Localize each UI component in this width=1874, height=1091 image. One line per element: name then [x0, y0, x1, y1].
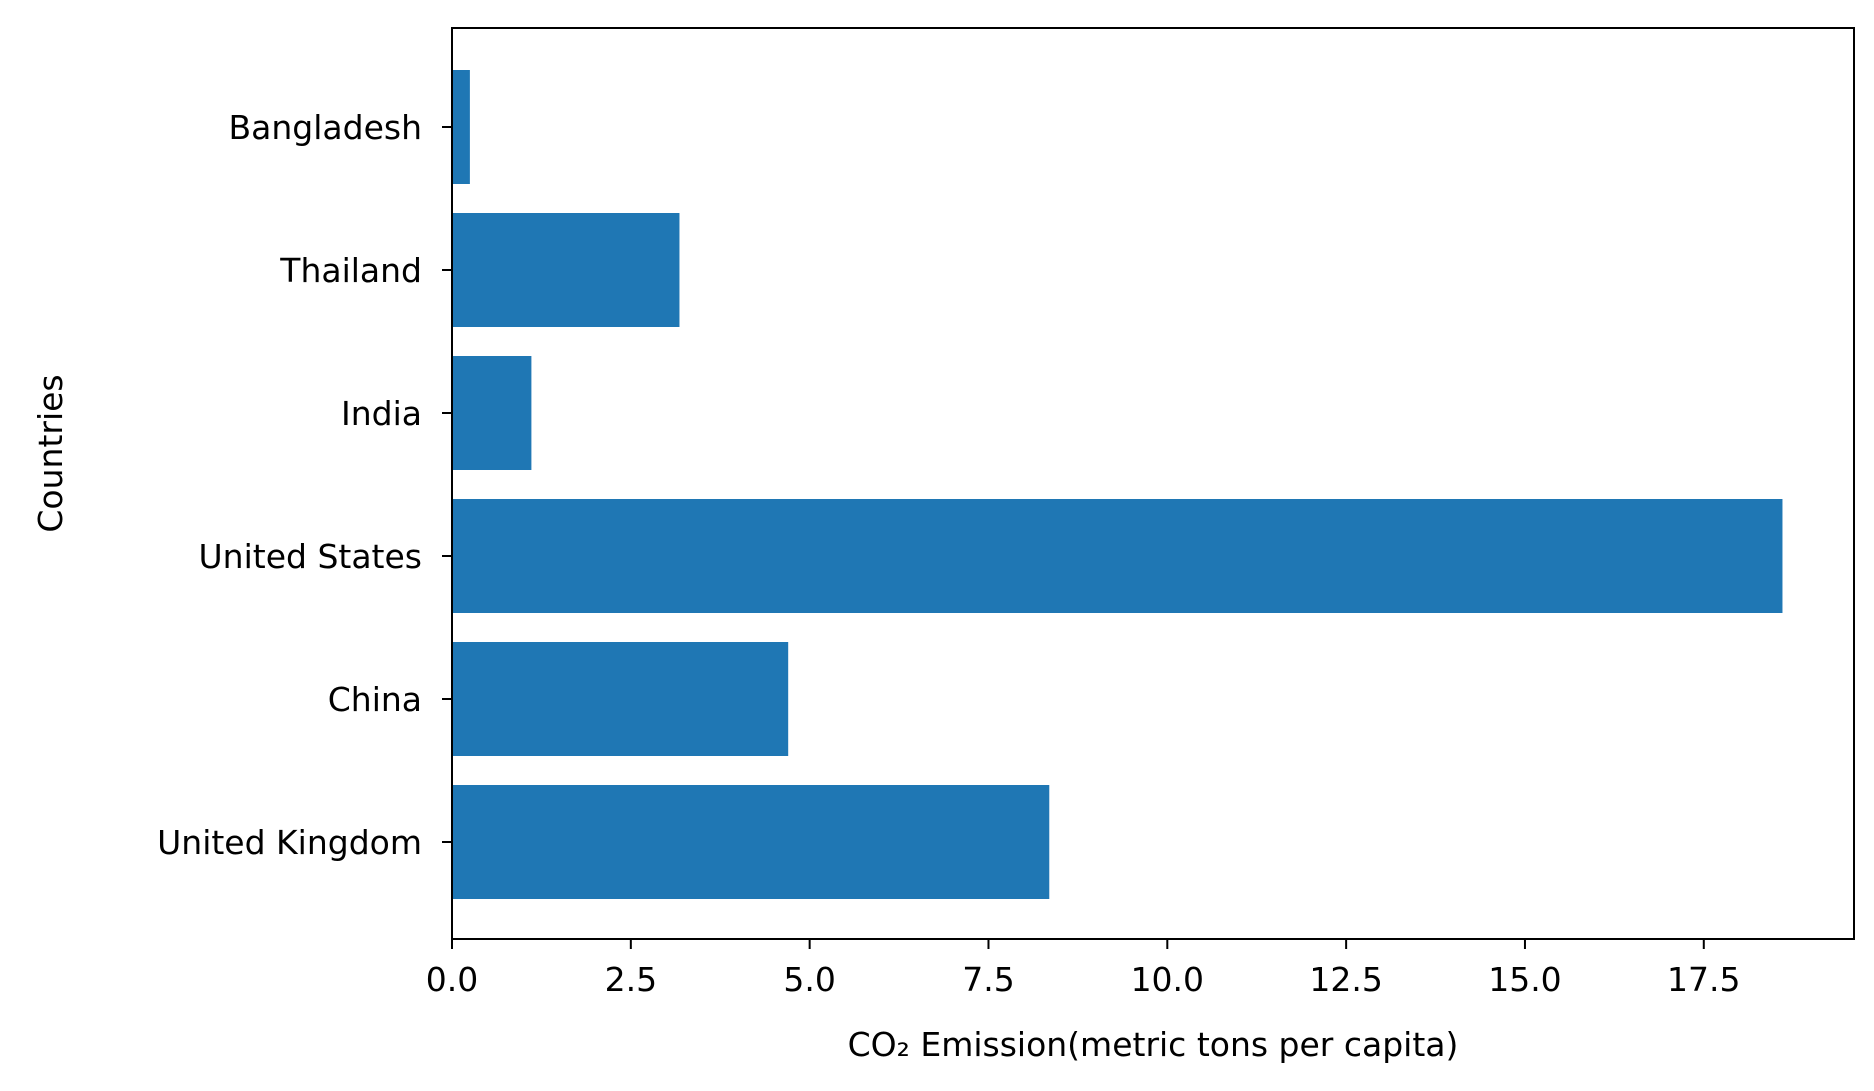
- x-tick-label: 15.0: [1488, 960, 1561, 999]
- y-tick-label: China: [328, 680, 422, 719]
- x-tick-label: 2.5: [605, 960, 657, 999]
- x-tick-label: 17.5: [1667, 960, 1740, 999]
- y-axis-ticks: Bangladesh Thailand India United States Chin…: [157, 108, 452, 862]
- x-tick-label: 7.5: [962, 960, 1014, 999]
- x-axis-ticks: 0.0 2.5 5.0 7.5 10.0 12.5 15.0 17.5: [426, 939, 1741, 999]
- bar-india: [452, 356, 532, 470]
- x-tick-label: 12.5: [1309, 960, 1382, 999]
- bar-united-states: [452, 499, 1783, 613]
- bar-united-kingdom: [452, 785, 1050, 899]
- x-axis-title: CO₂ Emission(metric tons per capita): [848, 1025, 1459, 1064]
- y-tick-label: United States: [199, 537, 422, 576]
- plot-frame: [451, 27, 1855, 940]
- bar-thailand: [452, 213, 680, 327]
- bars-layer: [452, 70, 1783, 899]
- y-tick-label: Thailand: [279, 251, 422, 290]
- y-tick-label: India: [341, 394, 422, 433]
- bar-china: [452, 642, 789, 756]
- y-tick-label: Bangladesh: [229, 108, 422, 147]
- bar-bangladesh: [452, 70, 470, 184]
- y-tick-label: United Kingdom: [157, 823, 422, 862]
- x-tick-label: 5.0: [783, 960, 835, 999]
- x-tick-label: 0.0: [426, 960, 478, 999]
- y-axis-title: Countries: [31, 374, 70, 532]
- x-tick-label: 10.0: [1131, 960, 1204, 999]
